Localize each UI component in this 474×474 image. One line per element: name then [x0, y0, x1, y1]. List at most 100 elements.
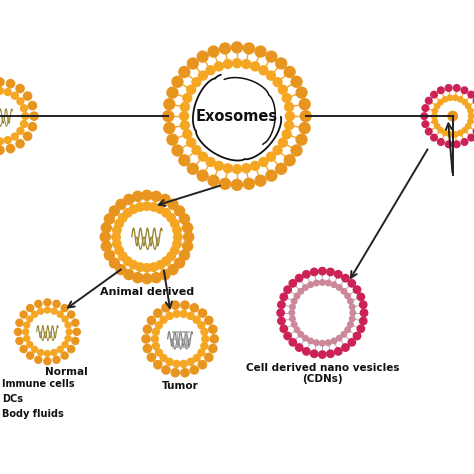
Circle shape — [173, 240, 181, 248]
Circle shape — [301, 110, 311, 121]
Circle shape — [331, 282, 337, 287]
Circle shape — [278, 85, 287, 94]
Circle shape — [17, 98, 24, 105]
Circle shape — [187, 58, 198, 69]
Circle shape — [53, 301, 60, 307]
Circle shape — [182, 241, 192, 251]
Circle shape — [421, 113, 428, 119]
Circle shape — [190, 304, 199, 312]
Circle shape — [28, 123, 36, 131]
Circle shape — [284, 155, 295, 166]
Circle shape — [197, 51, 208, 62]
Circle shape — [453, 95, 458, 100]
Circle shape — [259, 66, 268, 75]
Circle shape — [65, 336, 71, 342]
Circle shape — [357, 325, 365, 332]
Circle shape — [51, 308, 57, 314]
Circle shape — [214, 62, 223, 71]
Circle shape — [198, 349, 205, 356]
Circle shape — [465, 123, 471, 129]
Circle shape — [319, 267, 326, 275]
Circle shape — [442, 97, 447, 102]
Circle shape — [209, 325, 217, 333]
Circle shape — [142, 190, 152, 201]
Circle shape — [150, 263, 158, 271]
Circle shape — [199, 361, 207, 369]
Circle shape — [180, 360, 187, 367]
Circle shape — [143, 202, 151, 210]
Circle shape — [327, 350, 334, 357]
Text: Normal: Normal — [45, 367, 88, 377]
Circle shape — [151, 336, 158, 342]
Circle shape — [124, 194, 134, 204]
Circle shape — [198, 322, 205, 329]
Circle shape — [199, 71, 208, 80]
Circle shape — [454, 85, 460, 91]
Circle shape — [174, 206, 184, 216]
Circle shape — [285, 121, 293, 130]
Circle shape — [462, 100, 467, 105]
Circle shape — [151, 191, 161, 201]
Circle shape — [109, 258, 119, 268]
Circle shape — [319, 351, 326, 358]
Circle shape — [468, 134, 474, 141]
Circle shape — [290, 316, 295, 321]
Text: Cell derived nano vesicles
(CDNs): Cell derived nano vesicles (CDNs) — [246, 363, 399, 384]
Circle shape — [20, 311, 27, 318]
Circle shape — [345, 293, 350, 299]
Circle shape — [291, 145, 302, 156]
Circle shape — [445, 85, 452, 91]
Circle shape — [27, 316, 33, 322]
Circle shape — [24, 92, 32, 100]
Circle shape — [302, 336, 308, 341]
Circle shape — [341, 289, 346, 294]
Circle shape — [251, 161, 260, 170]
Circle shape — [206, 66, 215, 75]
Circle shape — [57, 346, 63, 352]
Circle shape — [183, 232, 194, 242]
Circle shape — [155, 349, 163, 356]
Circle shape — [348, 338, 356, 346]
Circle shape — [0, 78, 4, 86]
Circle shape — [115, 246, 123, 255]
Circle shape — [335, 271, 342, 278]
Circle shape — [173, 360, 180, 367]
Circle shape — [168, 200, 178, 210]
Circle shape — [244, 178, 255, 189]
Circle shape — [151, 273, 161, 283]
Circle shape — [27, 352, 34, 359]
Circle shape — [147, 316, 155, 325]
Circle shape — [310, 350, 318, 357]
Circle shape — [0, 138, 3, 145]
Circle shape — [183, 93, 192, 102]
Circle shape — [214, 161, 223, 170]
Circle shape — [160, 355, 167, 362]
Circle shape — [156, 205, 164, 213]
Circle shape — [143, 345, 152, 353]
Circle shape — [123, 209, 132, 217]
Circle shape — [337, 336, 342, 341]
Circle shape — [62, 342, 68, 347]
Circle shape — [298, 332, 303, 337]
Circle shape — [462, 128, 467, 133]
Circle shape — [174, 258, 184, 268]
Circle shape — [4, 137, 11, 144]
Circle shape — [72, 337, 79, 345]
Circle shape — [155, 322, 163, 329]
Circle shape — [294, 327, 300, 333]
Circle shape — [284, 286, 292, 293]
Circle shape — [72, 319, 79, 326]
Circle shape — [282, 93, 291, 102]
Circle shape — [284, 332, 292, 340]
Circle shape — [303, 348, 310, 355]
Circle shape — [326, 280, 331, 286]
Circle shape — [136, 203, 144, 211]
Circle shape — [104, 214, 114, 224]
Circle shape — [298, 289, 303, 294]
Circle shape — [285, 102, 293, 111]
Circle shape — [118, 252, 127, 261]
Circle shape — [162, 304, 170, 312]
Circle shape — [205, 316, 213, 325]
Circle shape — [30, 112, 38, 120]
Circle shape — [468, 113, 474, 119]
